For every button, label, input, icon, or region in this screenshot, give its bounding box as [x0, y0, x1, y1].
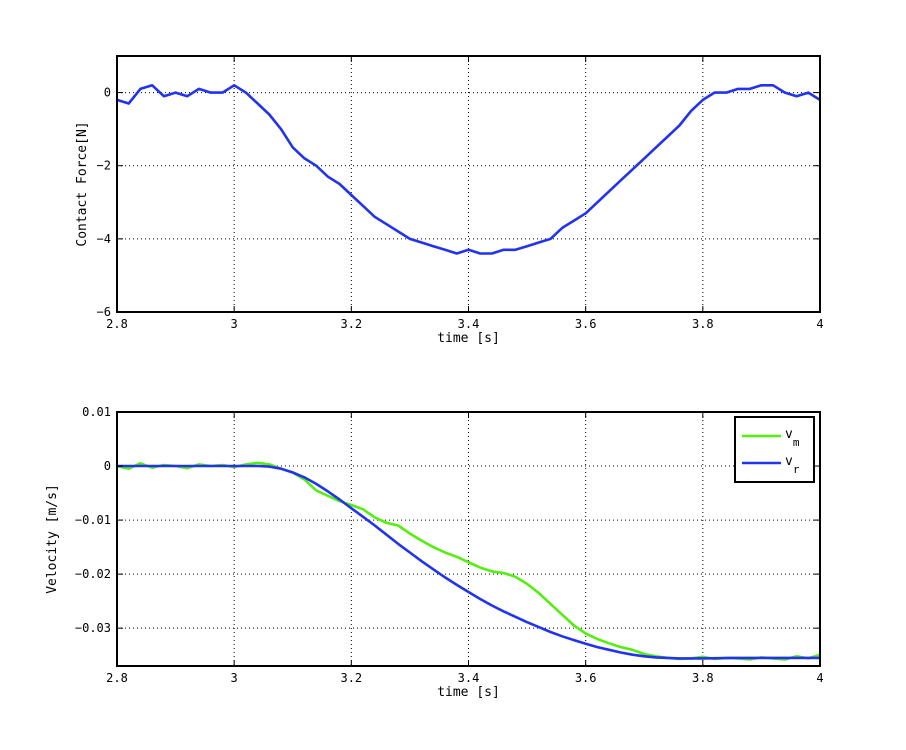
x-tick-label: 3.6 [575, 671, 597, 685]
x-tick-label: 3.4 [458, 317, 480, 331]
y-tick-label: −0.01 [75, 513, 111, 527]
plot-frame [116, 55, 821, 313]
x-tick-label: 3 [231, 317, 238, 331]
x-tick-label: 2.8 [106, 317, 128, 331]
y-tick-label: 0.01 [82, 405, 111, 419]
x-tick-label: 3.6 [575, 317, 597, 331]
x-tick-label: 3.8 [692, 317, 714, 331]
y-axis-label: Velocity [m/s] [45, 484, 60, 594]
x-axis-label: time [s] [437, 331, 500, 346]
x-tick-label: 4 [816, 671, 823, 685]
y-tick-label: −6 [97, 305, 111, 319]
y-tick-label: 0 [104, 459, 111, 473]
x-axis-label: time [s] [437, 685, 500, 700]
y-tick-label: −0.03 [75, 621, 111, 635]
x-tick-label: 3 [231, 671, 238, 685]
y-tick-label: −2 [97, 159, 111, 173]
x-tick-label: 3.8 [692, 671, 714, 685]
plot-frame [116, 411, 821, 667]
chart-2: 2.8 3 3.2 3.4 3.6 3.8 4 −0.03 −0.02 −0.01 0 0.01 tim… [45, 405, 824, 700]
x-tick-label: 3.2 [340, 671, 362, 685]
chart-1: 2.8 3 3.2 3.4 3.6 3.8 4 −6 −4 −2 0 time [s] Contact … [75, 55, 824, 346]
x-tick-label: 4 [816, 317, 823, 331]
y-tick-label: −4 [97, 232, 111, 246]
x-tick-label: 3.2 [340, 317, 362, 331]
series-line-2 [117, 464, 820, 660]
legend-box [734, 416, 815, 483]
x-tick-label: 3.4 [458, 671, 480, 685]
y-tick-label: 0 [104, 86, 111, 100]
series-line-1 [117, 84, 820, 255]
y-tick-label: −0.02 [75, 567, 111, 581]
y-axis-label: Contact Force[N] [75, 121, 90, 246]
x-tick-label: 2.8 [106, 671, 128, 685]
